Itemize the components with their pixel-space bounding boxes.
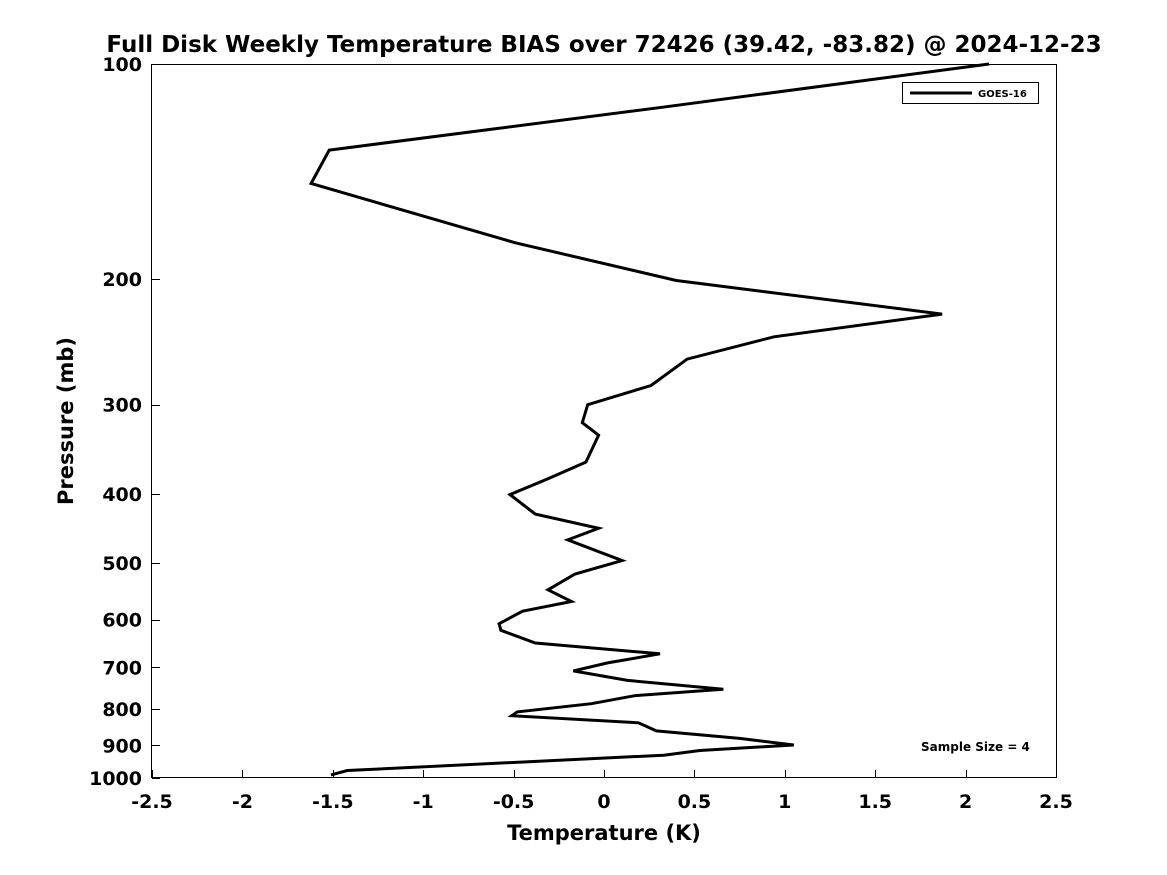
x-tick-label: -1 bbox=[413, 791, 434, 813]
x-tick-label: 0.5 bbox=[678, 791, 712, 813]
x-axis-ticks bbox=[152, 770, 1057, 778]
x-tick-label: 1.5 bbox=[858, 791, 892, 813]
series-line-goes-16 bbox=[308, 62, 990, 777]
x-tick-label: 2.5 bbox=[1039, 791, 1073, 813]
x-tick-label: 2 bbox=[959, 791, 972, 813]
y-axis-label: Pressure (mb) bbox=[54, 337, 78, 505]
y-tick-label: 400 bbox=[102, 484, 142, 506]
x-tick-label: -2.5 bbox=[131, 791, 173, 813]
y-tick-label: 1000 bbox=[89, 768, 142, 790]
y-tick-label: 800 bbox=[102, 699, 142, 721]
sample-size-annotation: Sample Size = 4 bbox=[921, 740, 1030, 754]
legend: GOES-16 bbox=[902, 82, 1039, 104]
y-tick-label: 600 bbox=[102, 610, 142, 632]
y-tick-label: 900 bbox=[102, 735, 142, 757]
x-tick-label: 1 bbox=[778, 791, 791, 813]
y-axis-tick-labels: 100 200 300 400 500 600 700 800 900 1000 bbox=[89, 54, 142, 790]
chart-title: Full Disk Weekly Temperature BIAS over 7… bbox=[106, 32, 1101, 58]
y-tick-label: 100 bbox=[102, 54, 142, 76]
y-tick-label: 700 bbox=[102, 657, 142, 679]
x-tick-label: -2 bbox=[232, 791, 253, 813]
x-tick-label: -1.5 bbox=[312, 791, 354, 813]
x-tick-label: -0.5 bbox=[493, 791, 535, 813]
legend-entry-goes-16: GOES-16 bbox=[978, 89, 1027, 100]
y-tick-label: 300 bbox=[102, 395, 142, 417]
y-axis-ticks bbox=[152, 64, 160, 779]
x-tick-label: 0 bbox=[597, 791, 610, 813]
x-axis-tick-labels: -2.5 -2 -1.5 -1 -0.5 0 0.5 1 1.5 2 2.5 bbox=[131, 791, 1073, 813]
y-tick-label: 200 bbox=[102, 269, 142, 291]
plot-area-frame bbox=[151, 64, 1057, 778]
y-tick-label: 500 bbox=[102, 553, 142, 575]
x-axis-label: Temperature (K) bbox=[507, 821, 701, 845]
